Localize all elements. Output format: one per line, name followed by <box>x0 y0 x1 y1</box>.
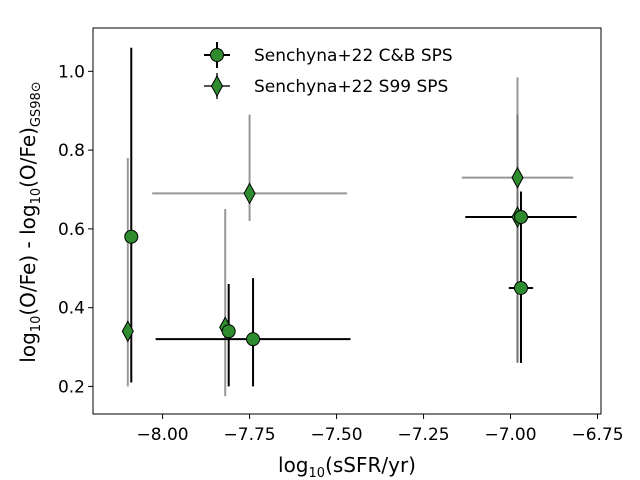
y-tick-label: 1.0 <box>58 62 85 82</box>
legend: Senchyna+22 C&B SPS Senchyna+22 S99 SPS <box>204 42 453 99</box>
x-tick-label: −8.00 <box>137 425 189 445</box>
data-point <box>513 280 528 295</box>
x-tick-label: −7.50 <box>311 425 363 445</box>
chart-marks <box>121 47 577 397</box>
plot-frame <box>92 27 602 415</box>
y-tick-label: 0.8 <box>58 141 85 161</box>
data-point <box>124 229 139 244</box>
legend-label: Senchyna+22 S99 SPS <box>254 77 448 97</box>
data-point <box>243 182 256 205</box>
x-axis-label: log10(sSFR/yr) <box>278 453 416 480</box>
legend-marker <box>210 48 224 62</box>
data-point <box>246 332 261 347</box>
data-point <box>513 210 528 225</box>
x-tick-label: −7.25 <box>397 425 449 445</box>
x-tick-label: −6.75 <box>571 425 623 445</box>
legend-marker <box>210 74 224 98</box>
legend-label: Senchyna+22 C&B SPS <box>254 46 453 66</box>
y-tick-label: 0.6 <box>58 220 85 240</box>
y-axis-ticks: 0.2 0.4 0.6 0.8 1.0 <box>58 62 93 397</box>
legend-item: Senchyna+22 S99 SPS <box>204 73 448 99</box>
data-point <box>511 166 524 189</box>
y-tick-label: 0.4 <box>58 299 85 319</box>
error-bar <box>152 114 347 221</box>
y-axis-label: log10(O/Fe) - log10(O/Fe)GS98⊙ <box>16 81 44 362</box>
y-tick-label: 0.2 <box>58 377 85 397</box>
error-bar <box>508 240 534 363</box>
x-tick-label: −7.75 <box>224 425 276 445</box>
data-point <box>221 324 236 339</box>
x-tick-label: −7.00 <box>484 425 536 445</box>
legend-item: Senchyna+22 C&B SPS <box>204 42 453 68</box>
data-point <box>121 320 134 343</box>
x-axis-ticks: −8.00 −7.75 −7.50 −7.25 −7.00 −6.75 <box>137 414 624 445</box>
